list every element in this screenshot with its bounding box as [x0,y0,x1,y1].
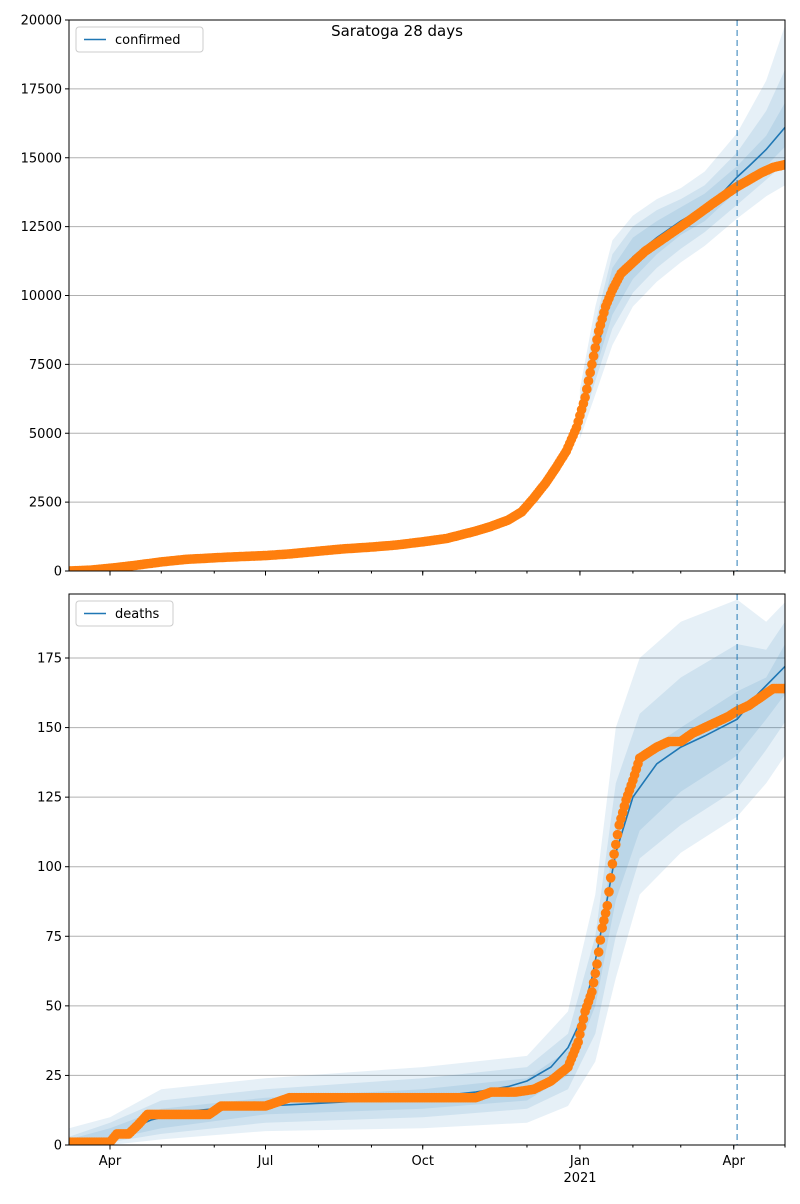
observed-point [592,959,602,969]
observed-point [583,376,594,386]
uncertainty-band [579,69,785,431]
observed-point [611,839,621,850]
uncertainty-band [69,621,785,1145]
observed-point [575,1029,585,1040]
observed-point [580,392,590,403]
observed-point [600,908,611,918]
observed-points [69,159,785,571]
figure-title: Saratoga 28 days [331,22,463,40]
y-tick-label: 150 [37,721,62,736]
y-tick-label: 75 [45,930,62,945]
y-tick-label: 15000 [21,151,62,166]
legend-label: deaths [115,607,160,622]
observed-point [587,359,597,370]
y-tick-label: 2500 [29,496,62,511]
uncertainty-band [579,25,785,439]
observed-point [604,887,614,897]
observed-point [609,849,619,859]
y-tick-label: 12500 [21,220,62,235]
year-label: 2021 [563,1171,596,1186]
observed-point [612,829,623,840]
observed-point [573,1037,583,1047]
observed-point [578,1014,589,1024]
uncertainty-band [69,599,785,1145]
x-tick-label: Jul [257,1154,274,1169]
y-tick-label: 50 [45,999,62,1014]
y-tick-label: 0 [54,565,62,580]
panel-confirmed: 0 2500 5000 7500 10000 12500 15000 17500 20000 co… [21,14,786,580]
observed-point [607,859,618,869]
y-tick-label: 20000 [21,14,62,29]
observed-point [599,915,609,926]
y-tick-label: 25 [45,1069,62,1084]
x-tick-label: Apr [722,1154,745,1169]
observed-point [602,900,613,911]
y-tick-label: 10000 [21,289,62,304]
observed-point [588,351,599,361]
observed-point [590,968,601,979]
y-tick-label: 17500 [21,82,62,97]
uncertainty-band [579,102,785,425]
y-tick-label: 7500 [29,358,62,373]
observed-point [605,873,616,883]
x-tick-label: Jan [569,1154,590,1169]
y-tick-label: 5000 [29,427,62,442]
x-tick-label: Oct [411,1154,433,1169]
panel-deaths: 0 25 50 75 100 125 150 175 Apr Jul Oct Jan Apr deaths [37,593,786,1169]
y-tick-label: 100 [37,860,62,875]
plot-frame [68,593,786,1146]
observed-point [585,367,595,378]
observed-point [597,923,607,933]
observed-point [780,159,785,170]
observed-point [593,947,604,957]
legend-label: confirmed [115,33,181,48]
x-tick-label: Apr [99,1154,122,1169]
observed-point [588,977,599,988]
y-tick-label: 175 [37,652,62,667]
y-tick-label: 125 [37,791,62,806]
y-tick-label: 0 [54,1139,62,1154]
legend-box [75,600,174,627]
observed-point [576,1021,587,1032]
observed-point [590,343,601,353]
observed-point [595,935,606,945]
observed-point [587,987,597,997]
observed-points [69,683,785,1145]
legend-box [75,26,204,53]
observed-point [582,384,592,395]
observed-point [780,683,785,694]
observed-point [592,334,602,345]
